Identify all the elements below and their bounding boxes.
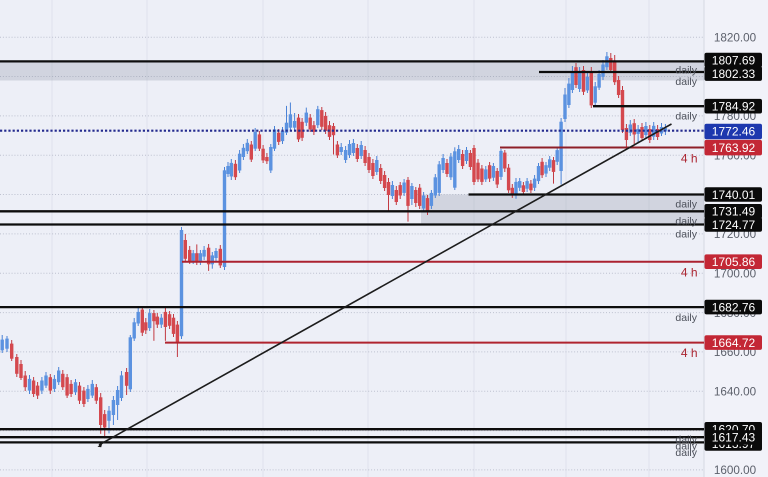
svg-text:daily: daily [675, 65, 697, 77]
svg-text:1700.00: 1700.00 [714, 267, 757, 280]
svg-text:daily: daily [675, 76, 697, 88]
svg-text:4 h: 4 h [681, 151, 698, 165]
svg-text:1664.72: 1664.72 [712, 336, 756, 350]
svg-text:1682.76: 1682.76 [712, 300, 756, 314]
svg-text:1802.33: 1802.33 [712, 67, 756, 81]
svg-text:1600.00: 1600.00 [714, 464, 757, 477]
svg-text:1617.43: 1617.43 [712, 431, 756, 445]
svg-text:4 h: 4 h [681, 346, 698, 360]
svg-text:daily: daily [675, 312, 697, 324]
svg-text:1724.77: 1724.77 [712, 218, 756, 232]
svg-text:1740.01: 1740.01 [712, 188, 756, 202]
svg-text:4 h: 4 h [681, 266, 698, 280]
svg-text:1784.92: 1784.92 [712, 100, 756, 114]
svg-text:1705.86: 1705.86 [712, 255, 756, 269]
svg-text:daily: daily [675, 216, 697, 228]
svg-text:daily: daily [675, 111, 697, 123]
svg-text:1772.46: 1772.46 [712, 125, 756, 139]
svg-text:daily: daily [675, 447, 697, 459]
svg-text:1820.00: 1820.00 [714, 31, 757, 44]
svg-text:daily: daily [675, 199, 697, 211]
svg-text:daily: daily [675, 229, 697, 241]
svg-text:1807.69: 1807.69 [712, 53, 756, 67]
svg-text:daily: daily [675, 441, 697, 453]
svg-text:daily: daily [675, 434, 697, 446]
svg-text:1731.49: 1731.49 [712, 205, 756, 219]
svg-text:1763.92: 1763.92 [712, 141, 756, 155]
svg-text:1640.00: 1640.00 [714, 385, 757, 398]
